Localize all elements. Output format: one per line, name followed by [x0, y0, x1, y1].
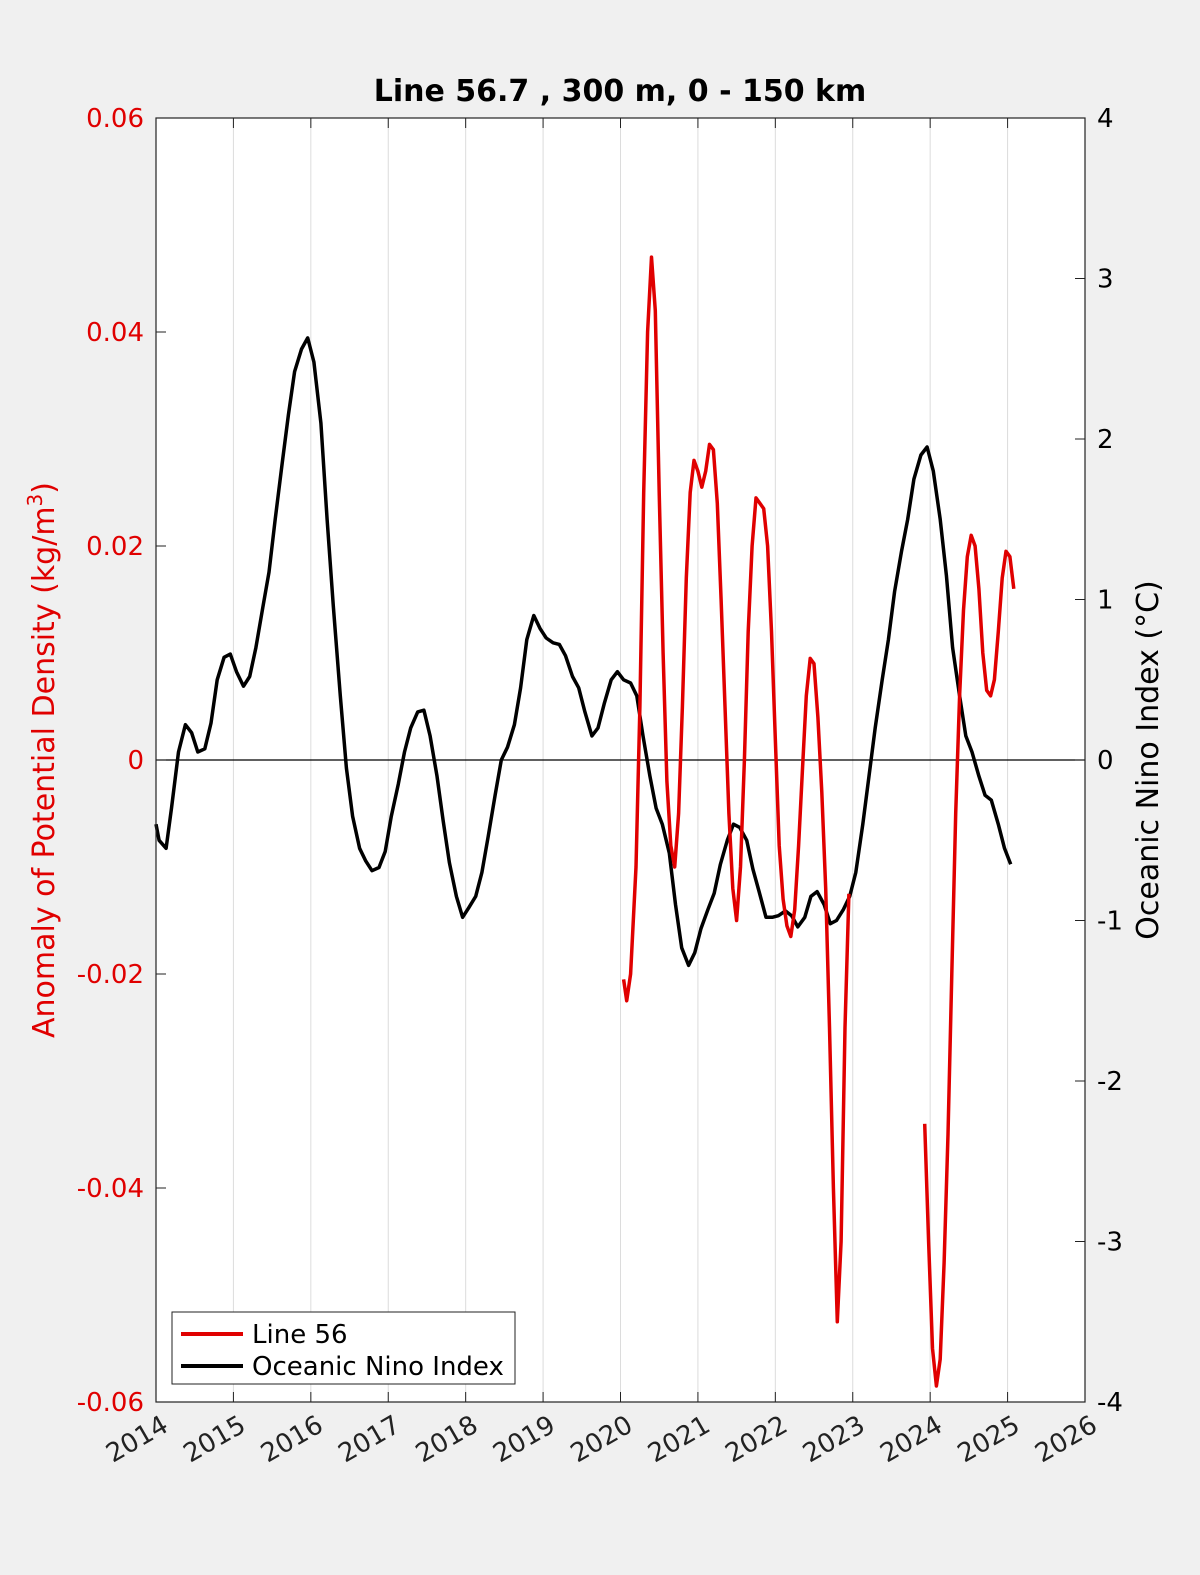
- y-tick-label-right: 0: [1097, 746, 1114, 776]
- legend-label-oceanic-nino-index: Oceanic Nino Index: [252, 1352, 504, 1382]
- legend-box: [171, 1311, 516, 1385]
- x-tick-label: 2023: [798, 1410, 870, 1469]
- y-tick-label-left: -0.04: [77, 1174, 144, 1204]
- y-tick-label-right: 1: [1097, 586, 1114, 616]
- y-tick-label-right: -1: [1097, 907, 1123, 937]
- series-layer: [154, 255, 1016, 1388]
- series-oceanic-nino-index: [154, 336, 1013, 968]
- y-tick-label-right: -3: [1097, 1228, 1123, 1258]
- x-tick-label: 2018: [411, 1410, 483, 1469]
- x-tick-label: 2017: [333, 1410, 405, 1469]
- x-tick-label: 2021: [643, 1410, 715, 1469]
- y-axis-label-left-main: Anomaly of Potential Density (kg/m: [27, 506, 62, 1038]
- chart-title: Line 56.7 , 300 m, 0 - 150 km: [374, 74, 867, 109]
- x-tick-label: 2014: [101, 1410, 173, 1469]
- y-axis-label-right: Oceanic Nino Index (°C): [1131, 580, 1166, 940]
- y-tick-label-right: 4: [1097, 104, 1114, 134]
- y-tick-label-right: -2: [1097, 1067, 1123, 1097]
- y-tick-label-right: 2: [1097, 425, 1114, 455]
- x-tick-label: 2022: [721, 1410, 793, 1469]
- y-tick-label-left: -0.06: [77, 1388, 144, 1418]
- series-line-56: [922, 533, 1016, 1388]
- legend-label-line-56: Line 56: [252, 1320, 348, 1350]
- x-tick-label: 2025: [953, 1410, 1025, 1469]
- y-tick-label-right: -4: [1097, 1388, 1123, 1418]
- y-tick-label-left: 0.06: [86, 104, 144, 134]
- y-axis-label-left-superscript: 3: [23, 494, 47, 507]
- x-tick-label: 2024: [875, 1410, 947, 1469]
- y-axis-label-left: Anomaly of Potential Density (kg/m3): [23, 482, 62, 1038]
- series-line-56: [621, 255, 851, 1324]
- left-axis: 0.06 0.04 0.02 0 -0.02 -0.04 -0.06: [77, 104, 166, 1418]
- y-tick-label-left: 0: [127, 746, 144, 776]
- x-tick-label: 2019: [488, 1410, 560, 1469]
- y-tick-label-left: -0.02: [77, 960, 144, 990]
- legend: Line 56 Oceanic Nino Index: [171, 1311, 516, 1385]
- x-tick-label: 2020: [566, 1410, 638, 1469]
- y-axis-label-left-close: ): [27, 482, 62, 494]
- right-axis: 4 3 2 1 0 -1 -2 -3 -4: [1075, 104, 1123, 1418]
- x-tick-label: 2026: [1030, 1410, 1102, 1469]
- y-tick-label-right: 3: [1097, 265, 1114, 295]
- y-tick-label-left: 0.02: [86, 532, 144, 562]
- y-tick-label-left: 0.04: [86, 318, 144, 348]
- x-tick-label: 2016: [256, 1410, 328, 1469]
- x-tick-label: 2015: [179, 1410, 251, 1469]
